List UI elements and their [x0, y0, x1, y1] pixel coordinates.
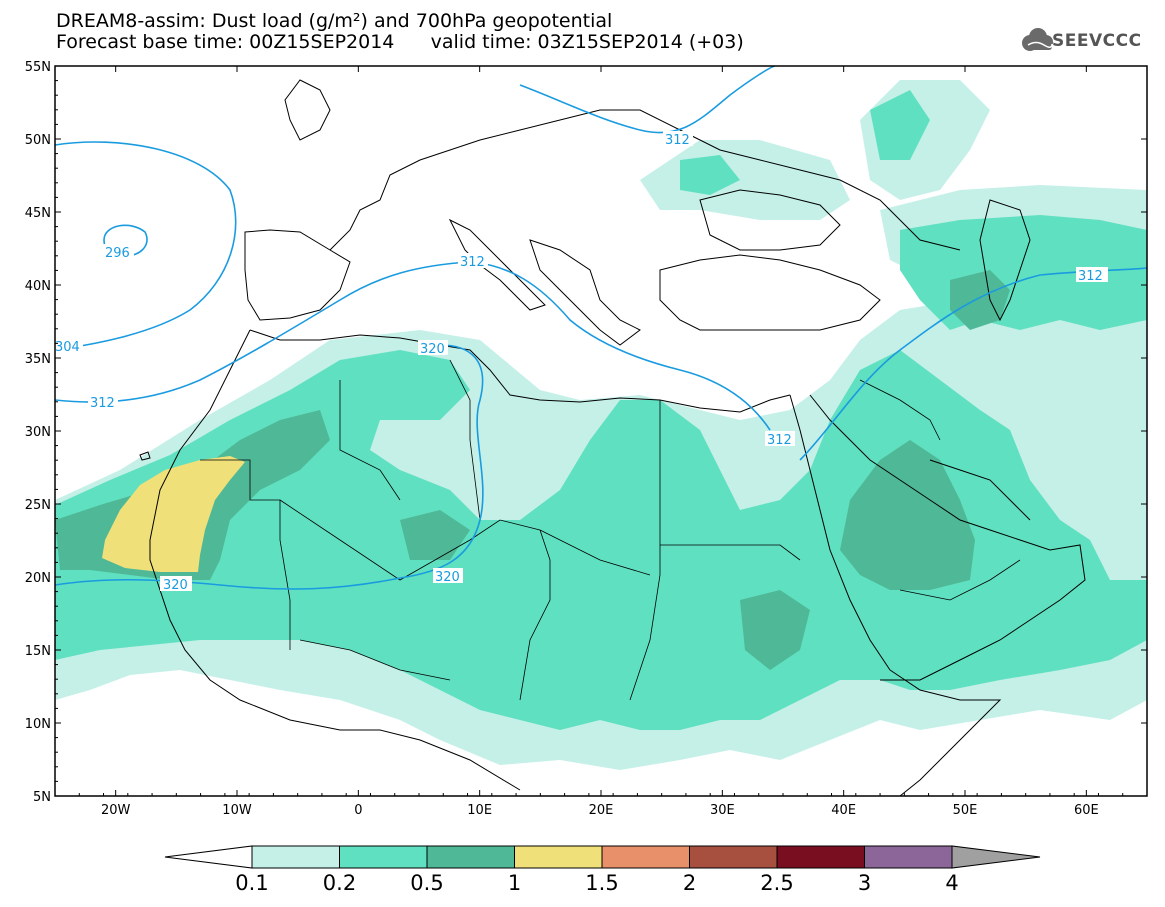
- lon-label: 20E: [589, 803, 614, 818]
- colorbar-swatch: [514, 845, 603, 869]
- colorbar-label: 3: [857, 871, 872, 895]
- colorbar-label: 0.2: [322, 871, 357, 895]
- contour-label-320-b: 320: [435, 570, 460, 585]
- logo-text: SEEVCCC: [1052, 31, 1142, 51]
- colorbar-label: 2.5: [760, 871, 794, 895]
- lon-label: 10W: [222, 803, 252, 818]
- colorbar-swatch: [426, 845, 515, 869]
- colorbar-swatch: [776, 845, 865, 869]
- colorbar-swatch: [251, 845, 340, 869]
- lat-label: 10N: [25, 717, 51, 732]
- latitude-axis: 55N 50N 45N 40N 35N 30N 25N 20N 15N 10N 5N: [25, 60, 1147, 805]
- longitude-axis: 20W 10W 0 10E 20E 30E 40E 50E 60E: [54, 66, 1148, 818]
- lat-label: 50N: [25, 133, 51, 148]
- lon-label: 0: [354, 803, 362, 818]
- coastlines: [139, 79, 1086, 796]
- colorbar-under-triangle: [164, 845, 253, 869]
- colorbar-label: 4: [945, 871, 959, 895]
- colorbar-label: 1: [507, 871, 522, 895]
- colorbar-label: 2: [682, 871, 697, 895]
- lat-label: 55N: [25, 60, 51, 75]
- contour-label-312-b: 312: [460, 255, 485, 270]
- contour-label-312-a: 312: [90, 396, 115, 411]
- colorbar-over-triangle: [951, 845, 1041, 869]
- colorbar-swatch: [864, 845, 953, 869]
- contour-label-312-e: 312: [1078, 269, 1103, 284]
- lat-label: 15N: [25, 644, 51, 659]
- lon-label: 60E: [1074, 803, 1099, 818]
- country-borders: [200, 359, 1021, 701]
- lon-label: 10E: [467, 803, 492, 818]
- colorbar: [164, 845, 1041, 869]
- contour-304: [55, 141, 237, 351]
- contour-label-312-c: 312: [665, 133, 690, 148]
- lon-label: 50E: [953, 803, 978, 818]
- contour-label-304: 304: [55, 340, 80, 355]
- colorbar-label: 0.5: [410, 871, 444, 895]
- lat-label: 25N: [25, 498, 51, 513]
- map-subtitle: Forecast base time: 00Z15SEP2014 valid t…: [56, 32, 744, 52]
- lat-label: 20N: [25, 571, 51, 586]
- valid-time: valid time: 03Z15SEP2014 (+03): [430, 31, 744, 53]
- cloud-logo-icon: [1022, 28, 1053, 51]
- lon-label: 20W: [101, 803, 131, 818]
- colorbar-label: 1.5: [585, 871, 619, 895]
- map-title: DREAM8-assim: Dust load (g/m²) and 700hP…: [56, 10, 613, 32]
- lat-label: 5N: [33, 790, 51, 805]
- contour-label-296: 296: [105, 246, 130, 261]
- forecast-base-time: Forecast base time: 00Z15SEP2014: [56, 31, 395, 53]
- lat-label: 40N: [25, 279, 51, 294]
- colorbar-swatch: [601, 845, 690, 869]
- lat-label: 30N: [25, 425, 51, 440]
- colorbar-swatch: [339, 845, 428, 869]
- dust-level-1: [102, 456, 245, 572]
- lon-label: 40E: [831, 803, 856, 818]
- contour-label-320-a: 320: [420, 342, 445, 357]
- contour-labels: 296 304 312 312 312 312 312 320 320 320: [55, 131, 1108, 593]
- lat-label: 35N: [25, 352, 51, 367]
- lat-label: 45N: [25, 206, 51, 221]
- contour-label-320-c: 320: [163, 578, 188, 593]
- contour-label-312-d: 312: [767, 433, 792, 448]
- colorbar-swatch: [689, 845, 778, 869]
- lon-label: 30E: [710, 803, 735, 818]
- colorbar-label: 0.1: [235, 871, 269, 895]
